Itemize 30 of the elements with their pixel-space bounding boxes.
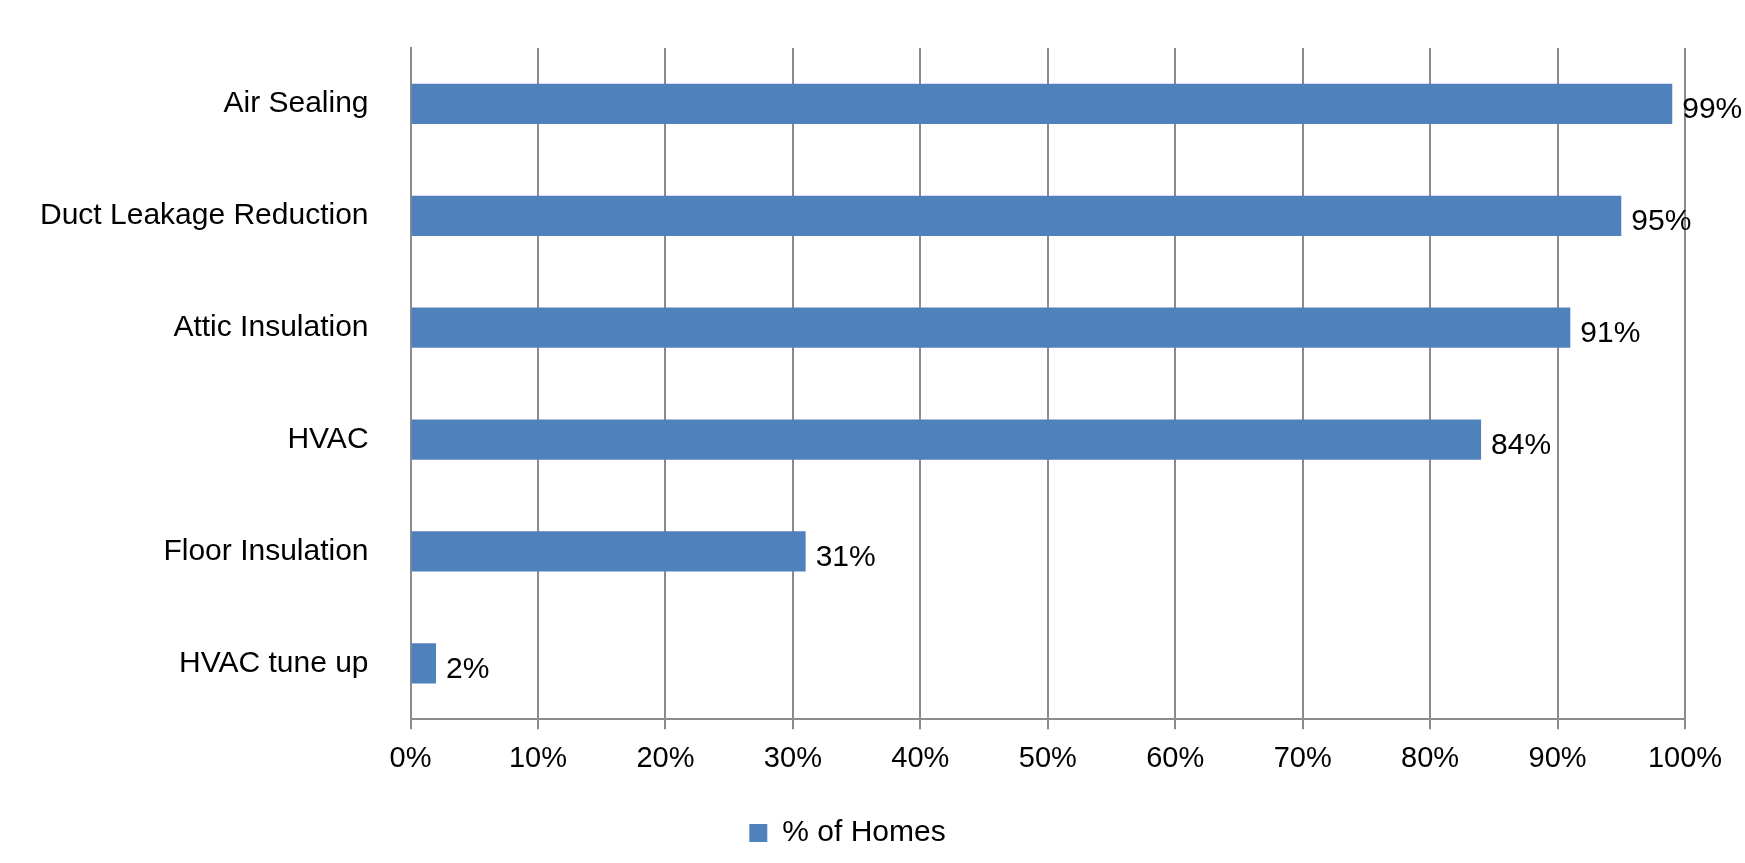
x-tick-label: 70% [1273, 740, 1332, 773]
bar [411, 83, 1673, 125]
x-tick-label: 40% [891, 740, 950, 773]
bar [411, 307, 1571, 348]
data-label: 99% [1682, 91, 1743, 125]
y-tick-label: HVAC tune up [178, 644, 369, 678]
x-tick-label: 100% [1647, 740, 1723, 773]
bar [411, 643, 437, 684]
x-tick-label: 0% [389, 740, 432, 773]
y-tick-label: HVAC [287, 420, 369, 454]
data-label: 2% [446, 650, 490, 684]
y-tick-label: Air Sealing [223, 85, 369, 119]
y-tick-label: Duct Leakage Reduction [39, 197, 369, 231]
bar [411, 531, 806, 572]
legend-label: % of Homes [782, 814, 946, 848]
x-tick-label: 80% [1401, 740, 1460, 773]
x-tick-label: 10% [508, 740, 568, 773]
x-tick-label: 90% [1528, 740, 1587, 773]
x-tick-label: 30% [763, 740, 822, 773]
bar [411, 195, 1622, 236]
x-tick-label: 20% [636, 740, 695, 773]
y-tick-label: Floor Insulation [163, 532, 369, 566]
data-label: 84% [1491, 426, 1552, 460]
data-label: 95% [1631, 203, 1692, 237]
x-tick-label: 50% [1018, 740, 1077, 773]
x-tick-label: 60% [1146, 740, 1205, 773]
y-tick-label: Attic Insulation [173, 308, 369, 342]
bar [411, 419, 1482, 460]
data-label: 91% [1580, 314, 1641, 348]
data-label: 31% [815, 538, 876, 572]
